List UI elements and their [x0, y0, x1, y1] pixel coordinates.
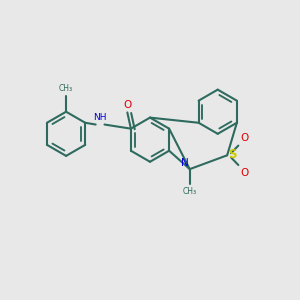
Text: S: S — [228, 148, 237, 161]
Text: CH₃: CH₃ — [59, 85, 73, 94]
Text: NH: NH — [93, 113, 106, 122]
Text: O: O — [241, 133, 249, 143]
Text: O: O — [124, 100, 132, 110]
Text: O: O — [241, 168, 249, 178]
Text: N: N — [181, 158, 188, 168]
Text: CH₃: CH₃ — [183, 187, 197, 196]
